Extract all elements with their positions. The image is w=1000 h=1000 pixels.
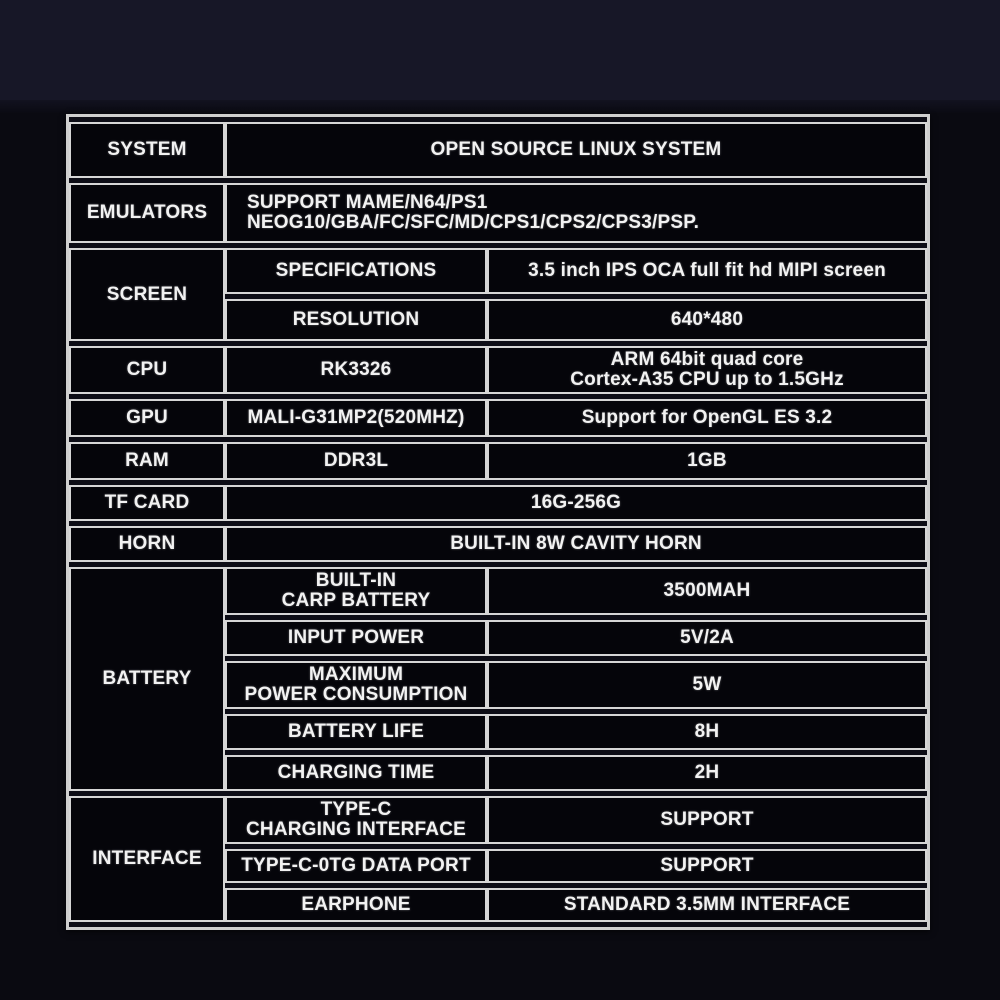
gpu-value-cell: Support for OpenGL ES 3.2 (487, 399, 927, 437)
cpu-value-cell: ARM 64bit quad core Cortex-A35 CPU up to… (487, 346, 927, 394)
battery-input-power-value-cell: 5V/2A (487, 619, 927, 656)
gpu-chip-cell: MALI-G31MP2(520MHZ) (225, 399, 487, 437)
battery-max-power-label-cell: MAXIMUM POWER CONSUMPTION (225, 660, 487, 709)
battery-life-label-cell: BATTERY LIFE (225, 713, 487, 750)
interface-type-c-charging-label-cell: TYPE-C CHARGING INTERFACE (225, 795, 487, 844)
row-emulators: EMULATORS SUPPORT MAME/N64/PS1 NEOG10/GB… (69, 183, 927, 243)
battery-label-cell: BATTERY (69, 567, 225, 791)
ram-label-cell: RAM (69, 442, 225, 480)
screen-label-cell: SCREEN (69, 248, 225, 341)
cpu-label-cell: CPU (69, 346, 225, 394)
interface-earphone-value-cell: STANDARD 3.5MM INTERFACE (487, 887, 927, 922)
emulators-label-cell: EMULATORS (69, 183, 225, 243)
row-battery-charging-time: CHARGING TIME 2H (69, 754, 927, 791)
row-system: SYSTEM OPEN SOURCE LINUX SYSTEM (69, 122, 927, 178)
row-cpu: CPU RK3326 ARM 64bit quad core Cortex-A3… (69, 346, 927, 394)
battery-input-power-label-cell: INPUT POWER (225, 619, 487, 656)
battery-capacity-label-line2: CARP BATTERY (281, 589, 431, 611)
top-banner-band (0, 0, 1000, 114)
battery-life-value-cell: 8H (487, 713, 927, 750)
row-battery-input-power: INPUT POWER 5V/2A (69, 619, 927, 656)
emulators-value-line2: NEOG10/GBA/FC/SFC/MD/CPS1/CPS2/CPS3/PSP. (247, 212, 700, 233)
spec-table: SYSTEM OPEN SOURCE LINUX SYSTEM EMULATOR… (69, 117, 927, 927)
interface-label-cell: INTERFACE (69, 795, 225, 922)
screen-specifications-label-cell: SPECIFICATIONS (225, 248, 487, 294)
cpu-value-line2: Cortex-A35 CPU up to 1.5GHz (570, 369, 844, 390)
interface-type-c-otg-value-cell: SUPPORT (487, 848, 927, 883)
system-label-cell: SYSTEM (69, 122, 225, 178)
cpu-chip-cell: RK3326 (225, 346, 487, 394)
battery-charging-time-value-cell: 2H (487, 754, 927, 791)
row-interface-type-c-otg: TYPE-C-0TG DATA PORT SUPPORT (69, 848, 927, 883)
gpu-label-cell: GPU (69, 399, 225, 437)
battery-capacity-value-cell: 3500MAH (487, 567, 927, 615)
row-battery-max-power: MAXIMUM POWER CONSUMPTION 5W (69, 660, 927, 709)
interface-type-c-otg-label-cell: TYPE-C-0TG DATA PORT (225, 848, 487, 883)
screen-resolution-label-cell: RESOLUTION (225, 299, 487, 341)
row-interface-earphone: EARPHONE STANDARD 3.5MM INTERFACE (69, 887, 927, 922)
battery-max-power-label-line1: MAXIMUM (308, 663, 404, 685)
row-interface-type-c-charging: INTERFACE TYPE-C CHARGING INTERFACE SUPP… (69, 795, 927, 922)
emulators-value-cell: SUPPORT MAME/N64/PS1 NEOG10/GBA/FC/SFC/M… (225, 183, 927, 243)
interface-type-c-charging-label-line1: TYPE-C (320, 798, 392, 820)
horn-value-cell: BUILT-IN 8W CAVITY HORN (225, 526, 927, 562)
interface-type-c-charging-value-cell: SUPPORT (487, 795, 927, 844)
emulators-value-line1: SUPPORT MAME/N64/PS1 (247, 192, 488, 214)
battery-max-power-value-cell: 5W (487, 660, 927, 709)
row-screen-specifications: SCREEN SPECIFICATIONS 3.5 inch IPS OCA f… (69, 248, 927, 341)
interface-type-c-charging-label-line2: CHARGING INTERFACE (246, 818, 466, 840)
tf-card-value-cell: 16G-256G (225, 485, 927, 521)
row-battery-capacity: BATTERY BUILT-IN CARP BATTERY 3500MAH (69, 567, 927, 791)
row-ram: RAM DDR3L 1GB (69, 442, 927, 480)
tf-card-label-cell: TF CARD (69, 485, 225, 521)
interface-earphone-label-cell: EARPHONE (225, 887, 487, 922)
ram-value-cell: 1GB (487, 442, 927, 480)
row-screen-resolution: RESOLUTION 640*480 (69, 299, 927, 341)
cpu-value-line1: ARM 64bit quad core (610, 349, 804, 371)
spec-table-frame: SYSTEM OPEN SOURCE LINUX SYSTEM EMULATOR… (66, 114, 930, 930)
battery-capacity-label-cell: BUILT-IN CARP BATTERY (225, 567, 487, 615)
battery-max-power-label-line2: POWER CONSUMPTION (244, 683, 468, 705)
ram-chip-cell: DDR3L (225, 442, 487, 480)
system-value-cell: OPEN SOURCE LINUX SYSTEM (225, 122, 927, 178)
row-tf-card: TF CARD 16G-256G (69, 485, 927, 521)
row-battery-life: BATTERY LIFE 8H (69, 713, 927, 750)
row-gpu: GPU MALI-G31MP2(520MHZ) Support for Open… (69, 399, 927, 437)
horn-label-cell: HORN (69, 526, 225, 562)
screen-resolution-value-cell: 640*480 (487, 299, 927, 341)
battery-charging-time-label-cell: CHARGING TIME (225, 754, 487, 791)
row-horn: HORN BUILT-IN 8W CAVITY HORN (69, 526, 927, 562)
battery-capacity-label-line1: BUILT-IN (315, 570, 397, 591)
screen-specifications-value-cell: 3.5 inch IPS OCA full fit hd MIPI screen (487, 248, 927, 294)
